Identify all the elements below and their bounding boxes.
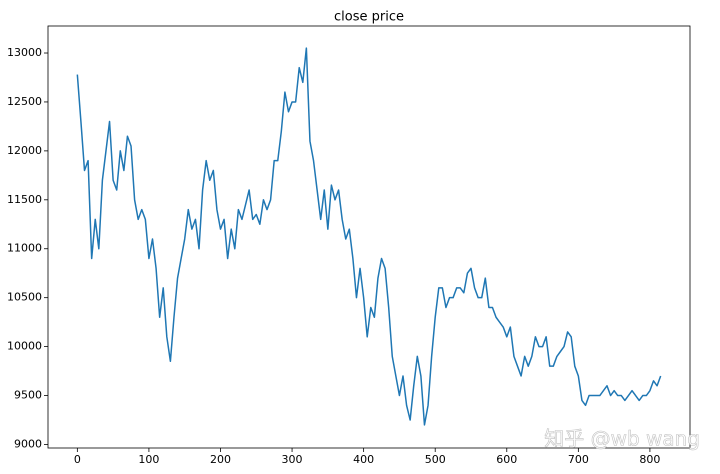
- x-tick-label: 500: [425, 453, 446, 466]
- y-tick-label: 11000: [7, 242, 42, 255]
- x-tick-label: 200: [210, 453, 231, 466]
- y-tick-label: 11500: [7, 193, 42, 206]
- y-tick-label: 13000: [7, 46, 42, 59]
- x-tick-label: 600: [496, 453, 517, 466]
- plot-frame: [47, 25, 691, 449]
- x-tick-label: 100: [138, 453, 159, 466]
- watermark: 知乎 @wb wang: [544, 427, 700, 451]
- x-tick-label: 700: [568, 453, 589, 466]
- y-tick-label: 9000: [14, 437, 42, 450]
- y-tick-label: 10500: [7, 291, 42, 304]
- x-tick-label: 400: [353, 453, 374, 466]
- y-tick-label: 12500: [7, 95, 42, 108]
- x-tick-label: 800: [639, 453, 660, 466]
- y-tick-label: 9500: [14, 389, 42, 402]
- x-tick-label: 300: [282, 453, 303, 466]
- y-tick-label: 12000: [7, 144, 42, 157]
- y-tick-label: 10000: [7, 340, 42, 353]
- x-tick-label: 0: [74, 453, 81, 466]
- chart-title: close price: [334, 10, 404, 25]
- price-line: [76, 47, 662, 426]
